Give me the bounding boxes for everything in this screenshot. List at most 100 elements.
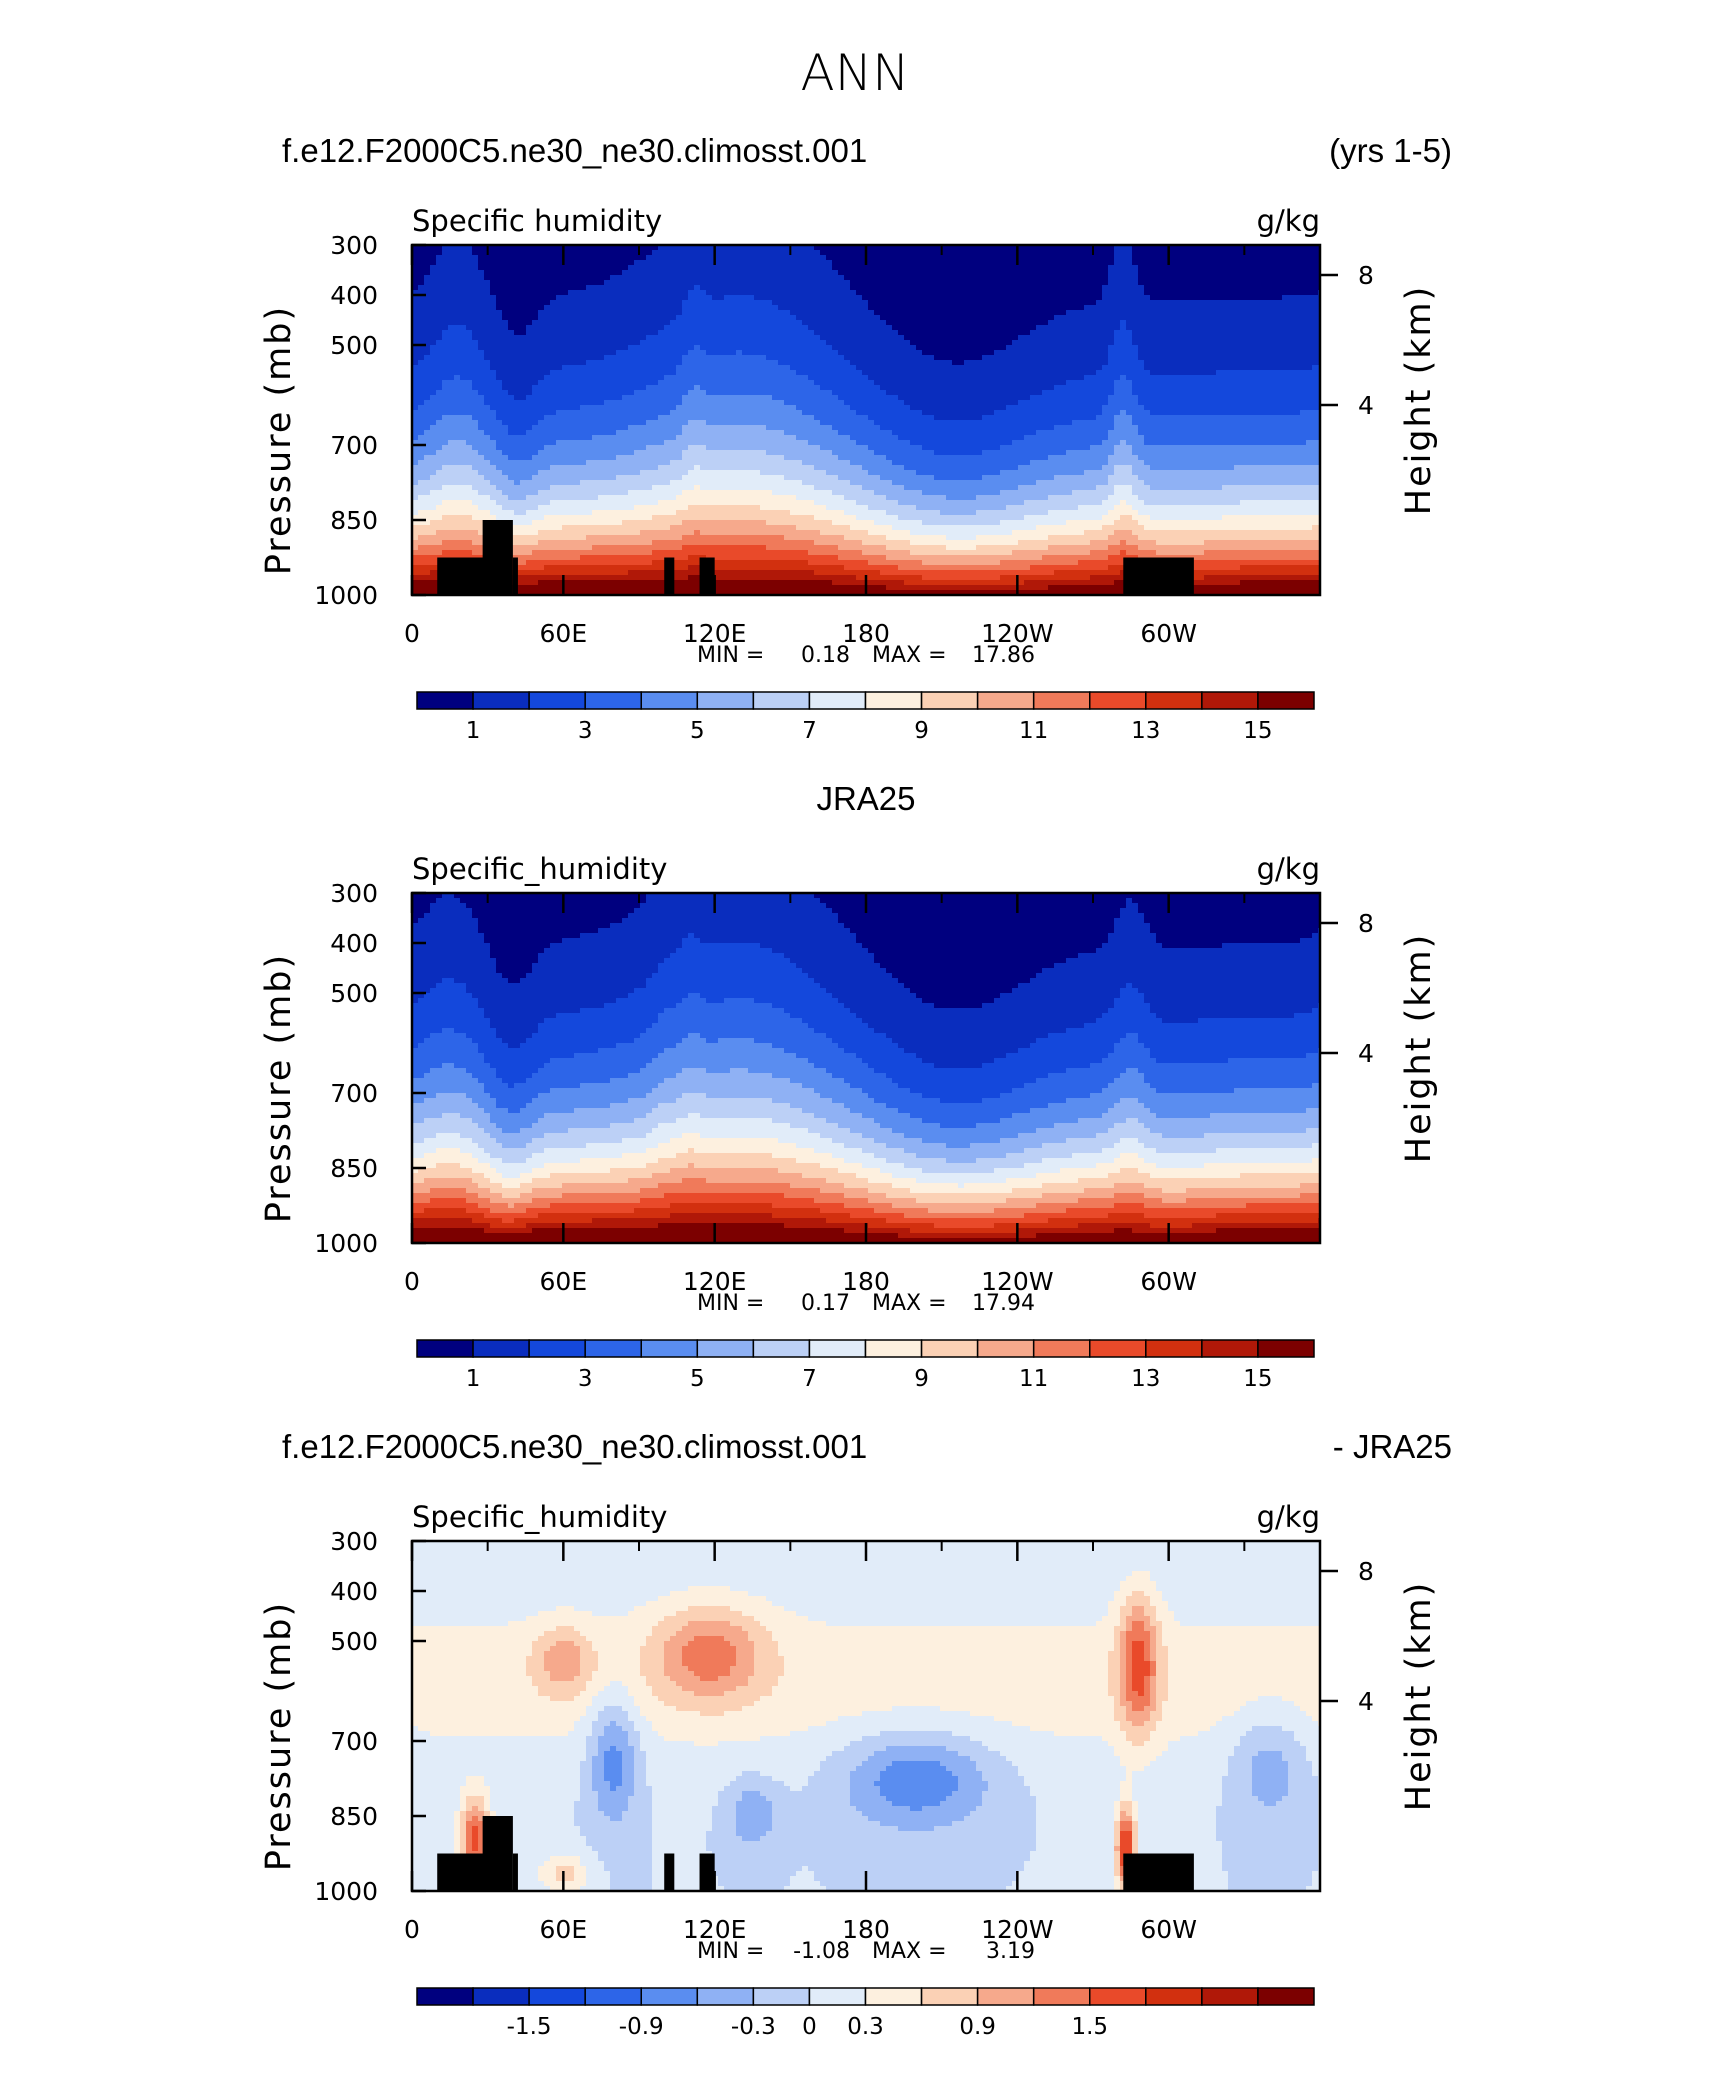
contour-cell xyxy=(574,380,581,386)
contour-cell xyxy=(640,550,647,556)
contour-cell xyxy=(574,500,581,506)
contour-cell xyxy=(484,330,491,336)
contour-cell xyxy=(622,510,629,516)
contour-cell xyxy=(532,555,539,561)
contour-cell xyxy=(622,355,629,361)
contour-cell xyxy=(730,560,737,566)
contour-cell xyxy=(676,305,683,311)
contour-cell xyxy=(820,565,827,571)
contour-cell xyxy=(592,505,599,511)
contour-cell xyxy=(496,415,503,421)
contour-cell xyxy=(838,275,845,281)
contour-cell xyxy=(802,315,809,321)
contour-cell xyxy=(778,390,785,396)
contour-cell xyxy=(832,550,839,556)
contour-cell xyxy=(772,530,779,536)
contour-cell xyxy=(526,265,533,271)
contour-cell xyxy=(760,485,767,491)
contour-cell xyxy=(652,265,659,271)
contour-cell xyxy=(568,540,575,546)
contour-cell xyxy=(532,565,539,571)
contour-cell xyxy=(688,370,695,376)
contour-cell xyxy=(520,395,527,401)
contour-cell xyxy=(772,250,779,256)
contour-cell xyxy=(832,575,839,581)
contour-cell xyxy=(508,270,515,276)
contour-cell xyxy=(508,480,515,486)
contour-cell xyxy=(784,395,791,401)
contour-cell xyxy=(424,385,431,391)
contour-cell xyxy=(802,590,809,596)
contour-cell xyxy=(538,300,545,306)
contour-cell xyxy=(706,330,713,336)
contour-cell xyxy=(772,485,779,491)
contour-cell xyxy=(568,515,575,521)
contour-cell xyxy=(532,575,539,581)
contour-cell xyxy=(502,405,509,411)
contour-cell xyxy=(556,485,563,491)
contour-cell xyxy=(556,325,563,331)
contour-cell xyxy=(604,355,611,361)
contour-cell xyxy=(688,270,695,276)
contour-cell xyxy=(574,425,581,431)
contour-cell xyxy=(766,460,773,466)
contour-cell xyxy=(610,590,617,596)
contour-cell xyxy=(796,590,803,596)
contour-cell xyxy=(670,245,677,251)
contour-cell xyxy=(634,510,641,516)
contour-cell xyxy=(646,365,653,371)
contour-cell xyxy=(724,465,731,471)
contour-cell xyxy=(490,340,497,346)
contour-cell xyxy=(634,580,641,586)
contour-cell xyxy=(814,585,821,591)
contour-cell xyxy=(634,445,641,451)
contour-cell xyxy=(838,305,845,311)
contour-cell xyxy=(832,495,839,501)
contour-cell xyxy=(754,245,761,251)
contour-cell xyxy=(622,585,629,591)
contour-cell xyxy=(688,365,695,371)
contour-cell xyxy=(610,530,617,536)
contour-cell xyxy=(706,510,713,516)
contour-cell xyxy=(730,490,737,496)
contour-cell xyxy=(604,530,611,536)
contour-cell xyxy=(652,410,659,416)
contour-cell xyxy=(526,360,533,366)
contour-cell xyxy=(424,285,431,291)
contour-cell xyxy=(712,510,719,516)
contour-cell xyxy=(790,365,797,371)
contour-cell xyxy=(670,470,677,476)
contour-cell xyxy=(412,250,419,256)
contour-cell xyxy=(634,590,641,596)
contour-cell xyxy=(436,245,443,251)
contour-cell xyxy=(694,465,701,471)
contour-cell xyxy=(820,245,827,251)
contour-cell xyxy=(640,255,647,261)
contour-cell xyxy=(778,245,785,251)
contour-cell xyxy=(826,460,833,466)
contour-cell xyxy=(526,385,533,391)
contour-cell xyxy=(448,365,455,371)
contour-cell xyxy=(832,370,839,376)
contour-cell xyxy=(748,435,755,441)
contour-cell xyxy=(610,550,617,556)
contour-cell xyxy=(640,295,647,301)
contour-cell xyxy=(550,265,557,271)
contour-cell xyxy=(412,305,419,311)
contour-cell xyxy=(580,275,587,281)
contour-cell xyxy=(508,475,515,481)
contour-cell xyxy=(772,420,779,426)
contour-cell xyxy=(820,290,827,296)
contour-cell xyxy=(664,280,671,286)
contour-cell xyxy=(688,505,695,511)
contour-cell xyxy=(778,555,785,561)
contour-cell xyxy=(442,260,449,266)
contour-cell xyxy=(562,305,569,311)
contour-cell xyxy=(520,515,527,521)
contour-cell xyxy=(556,345,563,351)
contour-cell xyxy=(652,365,659,371)
contour-cell xyxy=(646,490,653,496)
contour-cell xyxy=(424,305,431,311)
contour-cell xyxy=(766,400,773,406)
contour-cell xyxy=(550,390,557,396)
